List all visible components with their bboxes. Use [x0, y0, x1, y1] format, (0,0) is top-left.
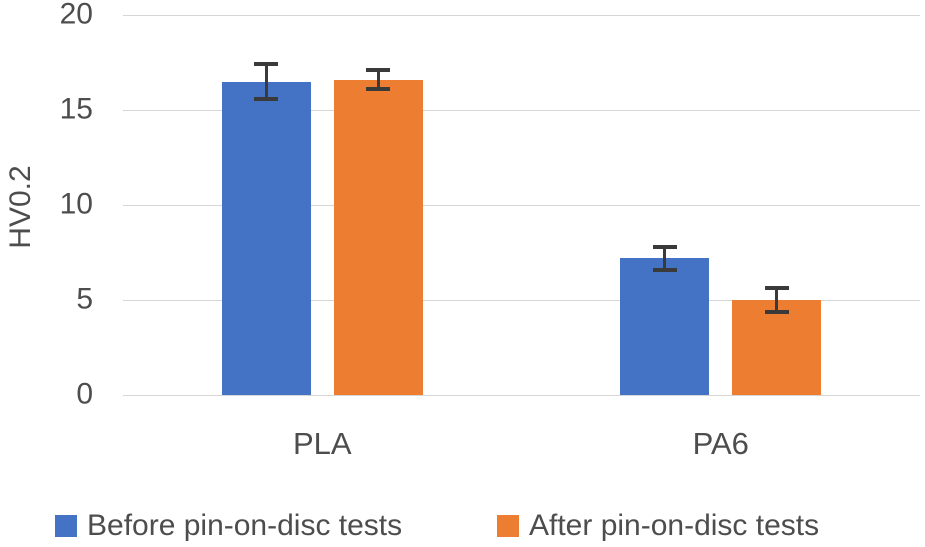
legend-label-after: After pin-on-disc tests	[529, 509, 820, 542]
gridline-y-20	[123, 14, 920, 16]
legend-label-before: Before pin-on-disc tests	[87, 509, 403, 542]
error-bar-pla-after	[376, 70, 380, 90]
gridline-y-10	[123, 204, 920, 206]
y-tick-label-20: 20	[59, 0, 93, 31]
gridline-y-5	[123, 299, 920, 301]
error-bar-cap-bottom-pa6-before	[652, 267, 677, 272]
error-bar-cap-bottom-pla-after	[366, 87, 391, 92]
gridline-y-0	[123, 394, 920, 396]
error-bar-cap-top-pa6-after	[764, 285, 789, 290]
error-bar-cap-top-pla-after	[366, 68, 391, 73]
error-bar-pa6-before	[663, 246, 667, 270]
legend-item-before: Before pin-on-disc tests	[55, 509, 402, 543]
bar-pa6-after	[732, 300, 822, 395]
y-tick-label-5: 5	[76, 282, 93, 316]
gridline-y-15	[123, 109, 920, 111]
error-bar-cap-bottom-pla-before	[254, 96, 279, 101]
error-bar-pa6-after	[775, 287, 779, 313]
plot-area	[123, 14, 920, 396]
error-bar-cap-top-pla-before	[254, 62, 279, 67]
error-bar-cap-top-pa6-before	[652, 244, 677, 249]
legend-swatch-before-icon	[55, 515, 77, 537]
error-bar-pla-before	[264, 64, 268, 99]
legend-swatch-after-icon	[497, 515, 519, 537]
y-tick-label-10: 10	[59, 187, 93, 221]
x-category-label-pla: PLA	[292, 426, 352, 461]
bar-pla-after	[333, 79, 423, 395]
legend-item-after: After pin-on-disc tests	[497, 509, 819, 543]
error-bar-cap-bottom-pa6-after	[764, 310, 789, 315]
bar-pa6-before	[620, 258, 710, 395]
y-tick-label-0: 0	[76, 377, 93, 411]
y-tick-label-15: 15	[59, 92, 93, 126]
bar-pla-before	[221, 81, 311, 395]
x-category-label-pa6: PA6	[692, 426, 749, 461]
